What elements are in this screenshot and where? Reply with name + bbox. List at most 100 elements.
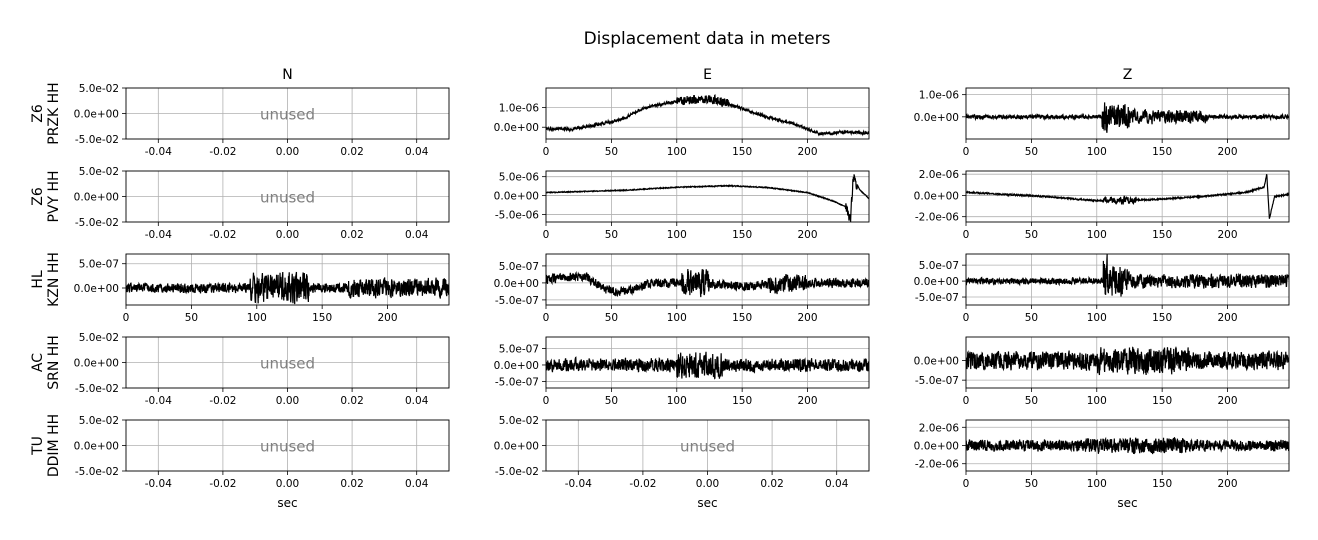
y-tick-label: -2.0e-06 — [915, 212, 959, 224]
panel-frame — [965, 170, 1290, 223]
y-tick-label: 5.0e-07 — [499, 344, 539, 356]
x-tick-label: 0.00 — [276, 146, 299, 158]
y-tick-label: 5.0e-02 — [79, 83, 119, 95]
x-tick-label: 0 — [963, 229, 970, 241]
x-tick-label: -0.02 — [209, 146, 236, 158]
x-tick-label: 50 — [1025, 312, 1038, 324]
figure-title: Displacement data in meters — [584, 29, 831, 49]
y-tick-label: 5.0e-06 — [499, 172, 540, 184]
unused-label: unused — [680, 438, 735, 456]
y-tick-label: 5.0e-02 — [79, 332, 119, 344]
x-tick-label: 50 — [1025, 229, 1038, 241]
column-title-e: E — [703, 67, 712, 83]
y-tick-label: -5.0e-02 — [75, 134, 119, 146]
y-tick-label: 0.0e+00 — [914, 356, 959, 368]
panel-2-1: 0 50 100 150 200 5.0e-07 0.0e+00 -5.0e-07 — [494, 253, 870, 324]
x-tick-label: 0.04 — [405, 146, 429, 158]
panel-1-2: 0 50 100 150 200 2.0e-06 0.0e+00 -2.0e-06 — [914, 169, 1290, 241]
row-label-network: Z6 — [30, 187, 46, 206]
y-tick-label: 5.0e-02 — [79, 166, 119, 178]
x-tick-label: -0.02 — [209, 395, 236, 407]
y-tick-label: 0.0e+00 — [494, 122, 539, 134]
unused-label: unused — [260, 355, 315, 373]
x-tick-label: 0.04 — [405, 229, 429, 241]
row-label-network: AC — [30, 353, 46, 372]
y-tick-label: -5.0e-02 — [75, 383, 119, 395]
y-tick-label: 5.0e-02 — [499, 415, 539, 427]
x-tick-label: 150 — [1152, 312, 1172, 324]
row-label-4: TU DDIM HH — [30, 414, 62, 477]
y-tick-label: -5.0e-07 — [495, 376, 539, 388]
y-tick-label: 0.0e+00 — [494, 278, 539, 290]
y-tick-label: -5.0e-06 — [495, 209, 539, 221]
x-tick-label: 0 — [963, 146, 970, 158]
x-tick-label: 200 — [798, 395, 818, 407]
y-tick-label: -5.0e-07 — [495, 295, 539, 307]
x-tick-label: 0.02 — [760, 478, 783, 490]
x-tick-label: 200 — [378, 312, 398, 324]
x-tick-label: 50 — [185, 312, 198, 324]
y-tick-label: 0.0e+00 — [914, 190, 959, 202]
panel-4-1: unused -0.04 -0.02 0.00 0.02 0.04 5.0e-02 0.0e+… — [494, 415, 870, 510]
x-tick-label: 100 — [1087, 229, 1107, 241]
y-tick-label: 0.0e+00 — [914, 276, 959, 288]
x-tick-label: 150 — [732, 229, 752, 241]
trace-line — [546, 94, 869, 137]
panel-0-1: 0 50 100 150 200 1.0e-06 0.0e+00 — [494, 87, 870, 158]
x-tick-label: 0.02 — [340, 395, 363, 407]
y-tick-label: -5.0e-02 — [75, 466, 119, 478]
panel-frame — [965, 336, 1290, 389]
panels: unused -0.04 -0.02 0.00 0.02 0.04 5.0e-02 0.0e+… — [74, 83, 1290, 510]
row-label-station: PRZK HH — [46, 82, 62, 144]
y-tick-label: -5.0e-07 — [915, 375, 959, 387]
x-tick-label: 50 — [605, 229, 618, 241]
x-tick-label: 100 — [667, 312, 687, 324]
x-tick-label: 100 — [1087, 478, 1107, 490]
y-tick-label: -5.0e-07 — [915, 292, 959, 304]
x-tick-label: 0 — [963, 312, 970, 324]
trace-line — [966, 102, 1289, 133]
y-tick-label: 0.0e+00 — [914, 112, 959, 124]
panel-frame — [545, 170, 870, 223]
row-label-network: Z6 — [30, 104, 46, 123]
y-tick-label: 5.0e-07 — [79, 259, 119, 271]
panel-3-1: 0 50 100 150 200 5.0e-07 0.0e+00 -5.0e-07 — [494, 336, 870, 407]
unused-label: unused — [260, 106, 315, 124]
y-tick-label: 0.0e+00 — [494, 441, 539, 453]
x-tick-label: 0 — [543, 229, 550, 241]
x-tick-label: 100 — [1087, 312, 1107, 324]
x-tick-label: 100 — [667, 146, 687, 158]
y-tick-label: 5.0e-07 — [919, 260, 959, 272]
panel-frame — [545, 253, 870, 306]
x-tick-label: 0 — [543, 312, 550, 324]
x-tick-label: 0.00 — [276, 395, 299, 407]
y-tick-label: 0.0e+00 — [74, 109, 119, 121]
x-tick-label: 0.00 — [276, 478, 299, 490]
x-tick-label: 0 — [963, 395, 970, 407]
row-label-station: PVY HH — [46, 170, 62, 222]
y-tick-label: -5.0e-02 — [495, 466, 539, 478]
x-tick-label: 200 — [1218, 312, 1238, 324]
trace-line — [966, 436, 1289, 455]
row-label-2: HL KZN HH — [30, 252, 62, 307]
x-tick-label: 100 — [667, 229, 687, 241]
x-tick-label: -0.02 — [209, 478, 236, 490]
x-tick-label: 200 — [1218, 229, 1238, 241]
column-title-n: N — [282, 67, 292, 83]
x-tick-label: 150 — [312, 312, 332, 324]
y-tick-label: 5.0e-02 — [79, 415, 119, 427]
row-label-station: SRN HH — [46, 335, 62, 390]
y-tick-label: 1.0e-06 — [919, 90, 960, 102]
x-axis-label: sec — [697, 496, 717, 510]
panel-frame — [545, 87, 870, 140]
x-tick-label: 50 — [1025, 395, 1038, 407]
x-tick-label: 0.02 — [340, 229, 363, 241]
row-label-station: KZN HH — [46, 252, 62, 307]
row-label-station: DDIM HH — [46, 414, 62, 477]
panel-frame — [125, 253, 450, 306]
panel-4-2: 0 50 100 150 200 2.0e-06 0.0e+00 -2.0e-06 sec — [914, 419, 1290, 510]
x-tick-label: 150 — [1152, 229, 1172, 241]
y-tick-label: 2.0e-06 — [919, 169, 960, 181]
